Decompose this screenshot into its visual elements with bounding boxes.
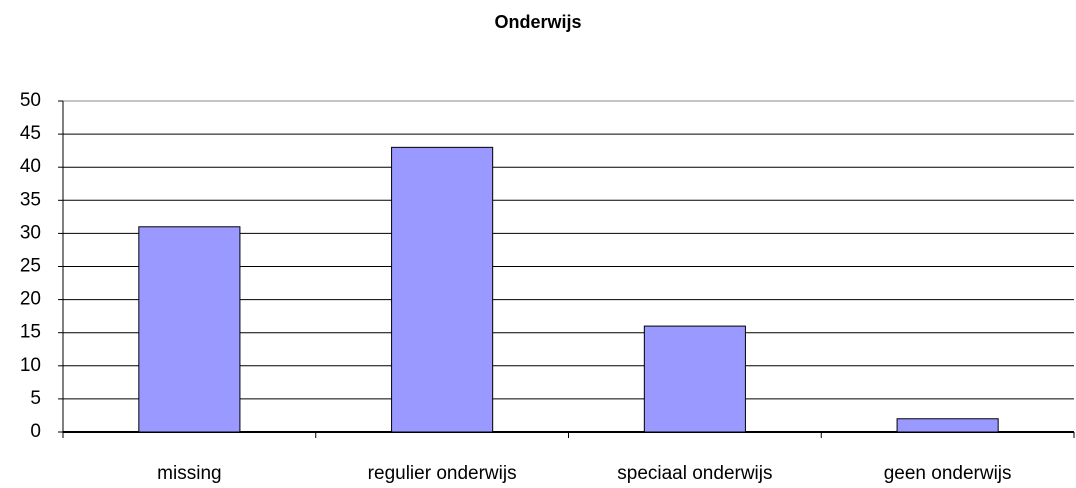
y-tick-label: 25 [20,256,41,277]
bar [391,146,494,433]
bar [643,325,746,433]
y-tick-label: 15 [20,322,41,343]
y-tick-label: 35 [20,189,41,210]
y-tick-label: 50 [20,90,41,111]
chart-title: Onderwijs [494,12,581,32]
x-tick-label: regulier onderwijs [368,463,517,484]
y-tick-label: 30 [20,222,41,243]
x-tick-label: geen onderwijs [884,463,1012,484]
bar [896,418,999,433]
bar [138,226,241,433]
y-tick-label: 10 [20,355,41,376]
y-tick-label: 45 [20,123,41,144]
x-tick-label: missing [157,463,221,484]
y-tick-label: 0 [30,421,41,442]
y-tick-label: 20 [20,289,41,310]
x-tick-label: speciaal onderwijs [617,463,772,484]
y-tick-label: 5 [30,388,41,409]
y-tick-label: 40 [20,156,41,177]
